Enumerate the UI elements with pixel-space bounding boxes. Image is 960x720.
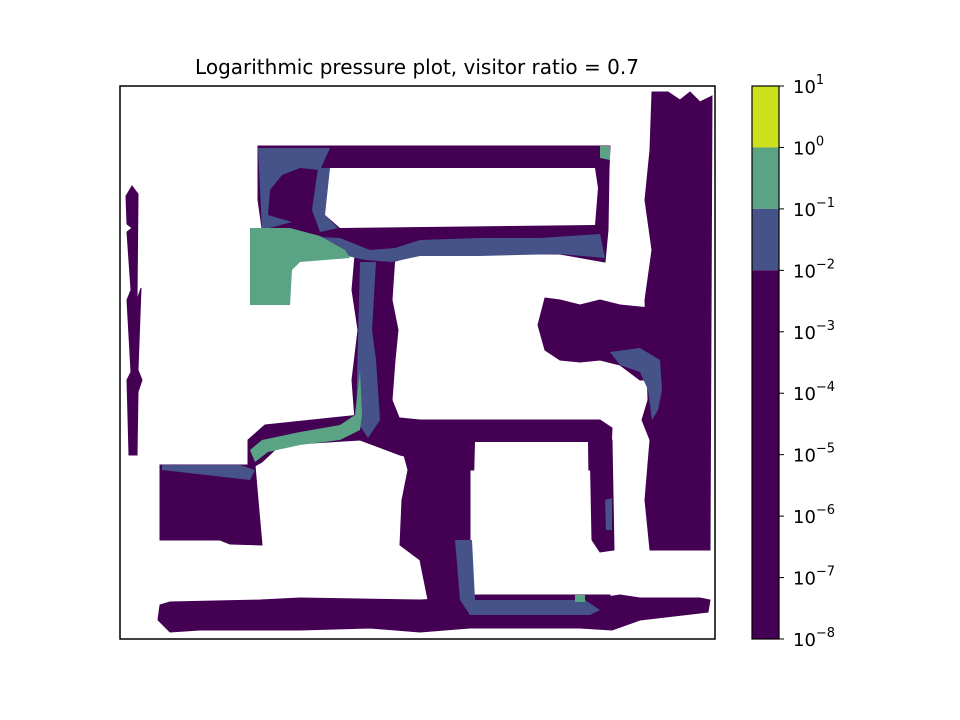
blue-top-loop-left-edge	[312, 168, 338, 232]
colorbar-tick-exponent: −8	[816, 626, 835, 641]
colorbar-tick-label: 10−2	[793, 257, 835, 282]
colorbar-tick-exponent: −7	[816, 565, 835, 580]
chart-title: Logarithmic pressure plot, visitor ratio…	[195, 55, 639, 79]
colorbar-tick-exponent: −2	[816, 257, 835, 272]
blue-bottom-left-room-top	[162, 465, 255, 480]
colorbar-tick-label: 100	[793, 134, 824, 159]
central-loop-hollow	[472, 442, 590, 592]
empty-interiors	[322, 168, 598, 592]
blue-right-branch	[610, 348, 662, 420]
top-loop-hollow	[322, 168, 598, 228]
plot-frame	[119, 85, 716, 640]
teal-top-right-spot	[600, 146, 610, 160]
colorbar-tick-base: 10	[793, 138, 816, 159]
plot-area	[119, 85, 716, 640]
colorbar-band-mid-low	[752, 208, 779, 271]
colorbar-tick-exponent: 1	[816, 73, 824, 88]
band-mid-high-regions	[250, 146, 610, 602]
colorbar-tick-exponent: −6	[816, 503, 835, 518]
colorbar-tick-label: 10−1	[793, 196, 835, 221]
colorbar-tick-exponent: −1	[816, 196, 835, 211]
blue-central-loop-left	[455, 540, 600, 615]
band-mid-low-regions	[162, 148, 662, 615]
blue-top-left-corner	[258, 148, 330, 230]
blue-junction	[300, 234, 605, 262]
colorbar-tick-label: 10−3	[793, 319, 835, 344]
colorbar-tick-label: 10−7	[793, 565, 835, 590]
colorbar-tick-base: 10	[793, 569, 816, 590]
colorbar-tick-exponent: −4	[816, 380, 835, 395]
colorbar-tick-base: 10	[793, 261, 816, 282]
colorbar-tick-base: 10	[793, 384, 816, 405]
colorbar-tick-label: 10−4	[793, 380, 835, 405]
region-central-square-loop-right	[589, 439, 615, 553]
region-bottom-left-room	[159, 464, 263, 546]
blue-right-edge-room	[605, 498, 612, 530]
colorbar-band-highest	[752, 86, 779, 148]
region-left-thin-corridor	[125, 185, 143, 456]
colorbar-tick-base: 10	[793, 507, 816, 528]
colorbar-tick-base: 10	[793, 200, 816, 221]
colorbar-tick-base: 10	[793, 77, 816, 98]
colorbar-tick-base: 10	[793, 630, 816, 651]
colorbar-tick-label: 10−8	[793, 626, 835, 651]
colorbar-frame	[751, 85, 780, 640]
colorbar-tick-exponent: 0	[816, 134, 824, 149]
colorbar-tick-exponent: −5	[816, 442, 835, 457]
colorbar-tick-label: 10−5	[793, 442, 835, 467]
colorbar-tick-label: 101	[793, 73, 824, 98]
teal-middle-corridor	[250, 370, 362, 462]
blue-central-corridor	[356, 262, 380, 438]
teal-top-left-room	[250, 228, 350, 305]
colorbar-tick-exponent: −3	[816, 319, 835, 334]
teal-bottom-spot	[575, 595, 585, 602]
colorbar-tick-label: 10−6	[793, 503, 835, 528]
colorbar-band-mid-high	[752, 147, 779, 209]
colorbar-tick-base: 10	[793, 323, 816, 344]
colorbar-band-lowest	[752, 270, 779, 639]
colorbar-tick-base: 10	[793, 446, 816, 467]
region-right-vertical-corridor	[641, 91, 713, 551]
